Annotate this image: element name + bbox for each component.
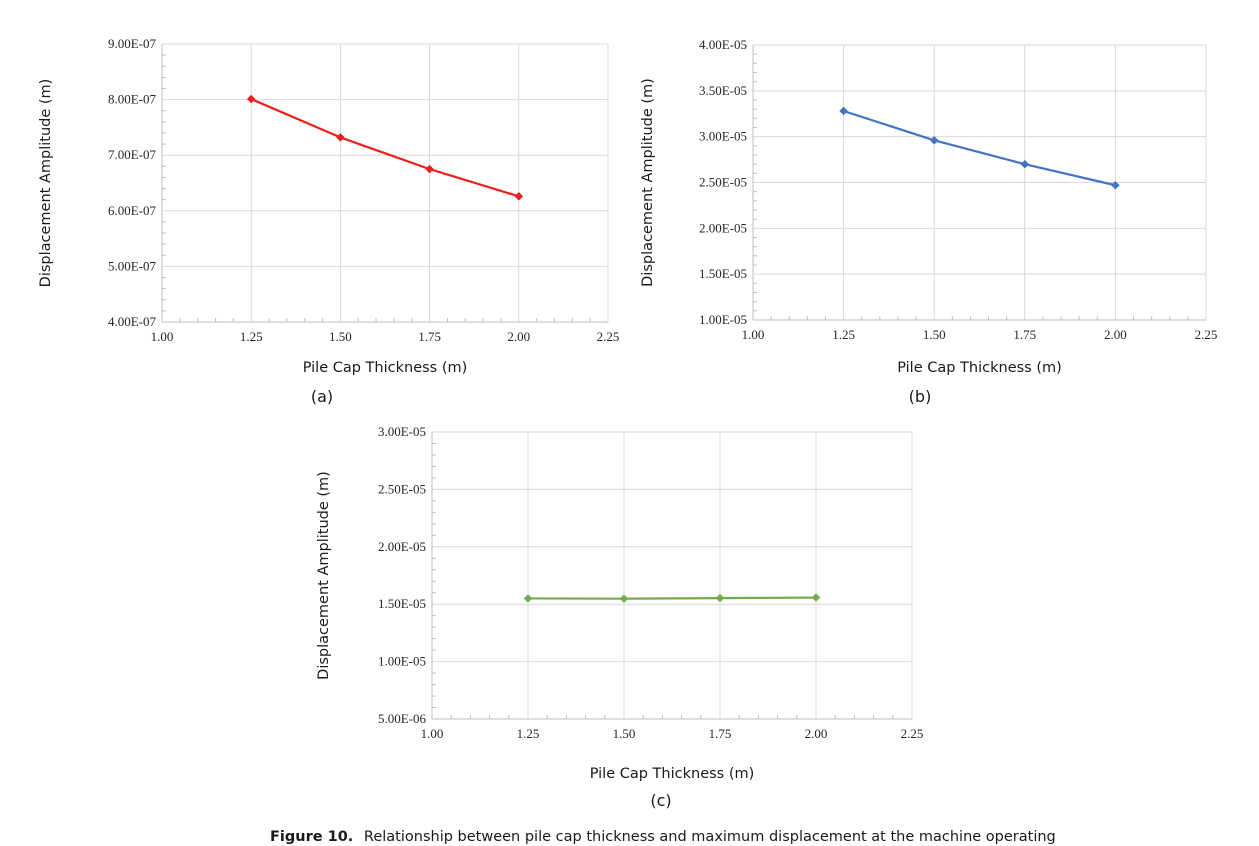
y-tick-label: 7.00E-07 xyxy=(108,147,157,162)
chart-panel-b: 1.00E-05 1.50E-05 2.00E-05 2.50E-05 3.00E-05… xyxy=(640,37,1217,406)
y-tick-label: 2.50E-05 xyxy=(378,481,426,496)
y-tick-label: 5.00E-07 xyxy=(108,258,157,273)
series-line xyxy=(527,596,817,600)
y-tick-label: 2.00E-05 xyxy=(378,539,426,554)
y-tick-label: 9.00E-07 xyxy=(108,36,157,51)
x-tick-label: 1.50 xyxy=(329,329,352,344)
x-tick-label: 1.25 xyxy=(832,327,855,342)
x-tick-label: 2.25 xyxy=(1195,327,1218,342)
x-tick-label: 1.75 xyxy=(709,726,732,741)
y-tick-label: 2.50E-05 xyxy=(699,175,747,190)
y-tick-label: 3.00E-05 xyxy=(378,424,426,439)
x-tick-label: 1.00 xyxy=(151,329,174,344)
data-point xyxy=(425,164,434,174)
data-point xyxy=(811,593,821,602)
y-axis-title: Displacement Amplitude (m) xyxy=(38,79,54,288)
data-point xyxy=(1111,180,1120,190)
y-tick-label: 1.50E-05 xyxy=(378,596,426,611)
y-tick-label: 6.00E-07 xyxy=(108,203,157,218)
y-tick-label: 1.00E-05 xyxy=(378,654,426,669)
x-axis-title: Pile Cap Thickness (m) xyxy=(897,360,1062,376)
x-tick-label: 1.75 xyxy=(1013,327,1036,342)
data-point xyxy=(246,94,256,104)
data-point xyxy=(336,133,345,142)
data-point xyxy=(619,594,629,604)
x-tick-label: 1.75 xyxy=(418,329,441,344)
y-axis-title: Displacement Amplitude (m) xyxy=(640,78,656,287)
y-tick-label: 8.00E-07 xyxy=(108,92,157,107)
x-tick-label: 1.25 xyxy=(240,329,263,344)
figure-caption-text: Relationship between pile cap thickness … xyxy=(364,829,1056,845)
x-tick-label: 1.50 xyxy=(613,726,636,741)
data-point xyxy=(523,594,533,603)
data-point xyxy=(839,106,848,116)
y-tick-label: 4.00E-05 xyxy=(699,37,747,52)
y-axis-title: Displacement Amplitude (m) xyxy=(316,471,332,680)
x-tick-label: 1.25 xyxy=(517,726,540,741)
x-tick-label: 2.00 xyxy=(1104,327,1127,342)
x-tick-label: 1.50 xyxy=(923,327,946,342)
figure-caption-label: Figure 10. xyxy=(270,829,353,845)
y-tick-label: 4.00E-07 xyxy=(108,314,157,329)
y-tick-label: 3.50E-05 xyxy=(699,83,747,98)
y-tick-label: 1.00E-05 xyxy=(699,312,747,327)
data-point xyxy=(929,135,939,145)
y-tick-label: 1.50E-05 xyxy=(699,266,747,281)
series-line xyxy=(250,98,520,198)
x-tick-label: 1.00 xyxy=(742,327,765,342)
x-axis-title: Pile Cap Thickness (m) xyxy=(303,360,468,376)
data-point xyxy=(1020,159,1030,169)
y-tick-label: 3.00E-05 xyxy=(699,129,747,144)
panel-label: (b) xyxy=(909,387,932,406)
panel-label: (c) xyxy=(650,791,671,810)
x-tick-label: 2.00 xyxy=(507,329,530,344)
data-point xyxy=(514,191,524,201)
x-tick-label: 1.00 xyxy=(421,726,444,741)
x-tick-label: 2.00 xyxy=(805,726,828,741)
y-tick-label: 2.00E-05 xyxy=(699,220,747,235)
panel-label: (a) xyxy=(311,387,333,406)
x-axis-title: Pile Cap Thickness (m) xyxy=(590,766,755,782)
data-point xyxy=(715,593,725,603)
series-line xyxy=(843,109,1116,187)
chart-panel-a: 4.00E-07 5.00E-07 6.00E-07 7.00E-07 8.00E-07… xyxy=(38,36,619,406)
figure-caption: Figure 10. Relationship between pile cap… xyxy=(270,829,1056,845)
y-tick-label: 5.00E-06 xyxy=(378,711,427,726)
x-tick-label: 2.25 xyxy=(597,329,620,344)
x-tick-label: 2.25 xyxy=(901,726,924,741)
chart-panel-c: 5.00E-06 1.00E-05 1.50E-05 2.00E-05 2.50E-05… xyxy=(316,424,923,810)
